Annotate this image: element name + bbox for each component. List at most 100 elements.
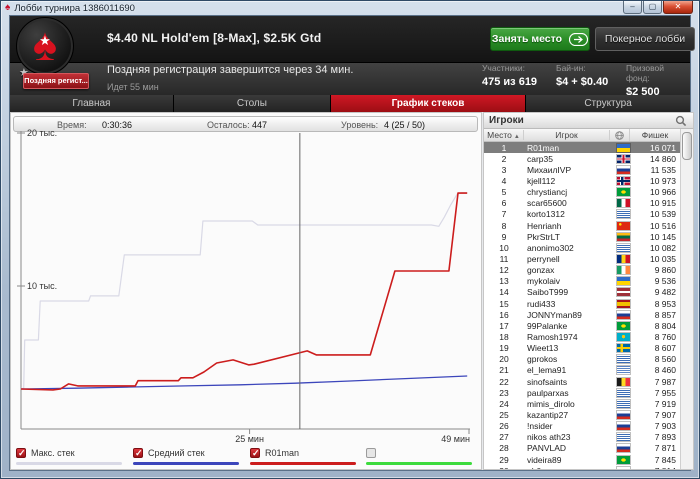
uruguay-flag-icon — [617, 366, 630, 375]
player-row[interactable]: 12 gonzax 9 860 — [484, 264, 680, 276]
player-place: 7 — [501, 209, 507, 220]
greece-flag-icon — [617, 243, 630, 252]
player-row[interactable]: 16 JONNYman89 8 857 — [484, 309, 680, 321]
player-name: mimis_dirolo — [527, 398, 575, 409]
player-name: carp35 — [527, 153, 553, 164]
player-place: 23 — [499, 387, 509, 398]
belgium-flag-icon — [617, 377, 630, 386]
stat-prize-pool: Призовой фонд: $2 500 — [626, 63, 690, 98]
graph-info-bar: Время: 0:30:36 Осталось: 447 Уровень: 4 … — [13, 116, 478, 132]
lobby-content: ♠ ★ ★ $4.40 NL Hold'em [8-Max], $2.5K Gt… — [9, 15, 695, 471]
player-chips: 7 893 — [654, 432, 676, 443]
legend-label: Средний стек — [148, 448, 205, 458]
player-row[interactable]: 29 videira89 7 845 — [484, 453, 680, 466]
player-name: sinofsaints — [527, 376, 568, 387]
player-row[interactable]: 10 anonimo302 10 082 — [484, 242, 680, 254]
player-chips: 7 955 — [654, 387, 676, 398]
legend-item-Макс. стек: Макс. стек — [16, 447, 126, 469]
player-row[interactable]: 13 mykolaiv 9 536 — [484, 275, 680, 287]
player-row[interactable]: 26 !nsider 7 903 — [484, 420, 680, 432]
player-row[interactable]: 27 nikos ath23 7 893 — [484, 431, 680, 443]
take-seat-button[interactable]: Занять место — [490, 27, 590, 51]
player-place: 20 — [499, 354, 509, 365]
checkbox-checked-icon[interactable] — [16, 448, 26, 459]
player-row[interactable]: 3 МихаилIVP 11 535 — [484, 164, 680, 176]
legend-line-swatch — [250, 462, 356, 465]
player-name: nikos ath23 — [527, 432, 571, 443]
player-row[interactable]: 1 R01man 16 071 — [484, 142, 680, 154]
checkbox-unchecked-icon[interactable] — [366, 448, 376, 458]
level-value: 4 (25 / 50) — [384, 120, 426, 130]
legend-label: R01man — [265, 448, 300, 458]
column-place[interactable]: Место ▲ — [484, 130, 524, 140]
minimize-button[interactable]: – — [623, 1, 642, 14]
player-row[interactable]: 19 Wieet13 8 607 — [484, 342, 680, 354]
poker-lobby-button[interactable]: Покерное лобби — [595, 27, 695, 51]
player-name: elr0s — [524, 466, 617, 469]
player-place: 6 — [501, 198, 507, 209]
column-country[interactable] — [610, 129, 630, 141]
title-bar[interactable]: ♠ Лобби турнира 1386011690 – ▢ ✕ — [1, 1, 699, 15]
maximize-button[interactable]: ▢ — [643, 1, 662, 14]
player-row[interactable]: 28 PANVLAD 7 871 — [484, 442, 680, 454]
player-row[interactable]: 4 kjell112 10 973 — [484, 175, 680, 187]
latvia-flag-icon — [617, 288, 630, 297]
player-row[interactable]: 15 rudi433 8 953 — [484, 297, 680, 310]
checkbox-checked-icon[interactable] — [250, 448, 260, 459]
player-row[interactable]: 14 SaiboT999 9 482 — [484, 286, 680, 298]
legend-item-unlabeled — [366, 447, 476, 469]
player-row[interactable]: 23 paulparxas 7 955 — [484, 387, 680, 399]
spain-flag-icon — [617, 299, 630, 308]
player-place: 18 — [499, 331, 509, 342]
russia-flag-icon — [617, 310, 630, 319]
player-row[interactable]: 20 gprokos 8 560 — [484, 353, 680, 365]
checkbox-checked-icon[interactable] — [133, 448, 143, 459]
player-place: 19 — [499, 343, 509, 354]
player-chips: 10 145 — [650, 231, 676, 242]
late-reg-ribbon: Поздняя регист... — [23, 73, 89, 89]
brazil-flag-icon — [617, 188, 630, 197]
player-row[interactable]: 17 99Palanke 8 804 — [484, 320, 680, 332]
player-row[interactable]: 6 scar65600 10 915 — [484, 197, 680, 209]
players-panel: Игроки Место ▲ Игрок Фишек 1 R01man 16 071 2… — [483, 112, 694, 470]
player-row[interactable]: 5 chrystiancj 10 966 — [484, 186, 680, 198]
players-rows: 1 R01man 16 071 2 carp35 14 860 3 МихаилIVP 11 5… — [484, 142, 680, 469]
legend-line-swatch — [366, 462, 472, 465]
player-row[interactable]: 2 carp35 14 860 — [484, 153, 680, 165]
player-row[interactable]: 18 Ramosh1974 8 760 — [484, 331, 680, 343]
lithuania-flag-icon — [617, 232, 630, 241]
time-label: Время: — [57, 120, 87, 130]
player-chips: 8 857 — [654, 309, 676, 320]
player-row[interactable]: 30elr0s 7 814 — [484, 465, 680, 469]
player-row[interactable]: 21 el_lema91 8 460 — [484, 364, 680, 376]
player-row[interactable]: 9 PkrStrLT 10 145 — [484, 231, 680, 243]
player-row[interactable]: 11 perrynell 10 035 — [484, 253, 680, 265]
player-chips: 7 871 — [654, 443, 676, 454]
column-chips[interactable]: Фишек — [641, 130, 669, 140]
player-row[interactable]: 25 kazantip27 7 907 — [484, 409, 680, 421]
player-row[interactable]: 24 mimis_dirolo 7 919 — [484, 398, 680, 410]
player-name: gonzax — [527, 265, 555, 276]
stat-label: Бай-ин: — [556, 63, 586, 73]
tab-stack-graph[interactable]: График стеков — [330, 95, 527, 112]
player-chips: 7 907 — [654, 409, 676, 420]
player-row[interactable]: 8 Henrianh 10 516 — [484, 219, 680, 232]
legend-label: Макс. стек — [31, 448, 75, 458]
close-button[interactable]: ✕ — [663, 1, 693, 14]
window-title: Лобби турнира 1386011690 — [14, 2, 135, 14]
player-name: kjell112 — [527, 175, 556, 186]
tab-main[interactable]: Главная — [10, 95, 174, 112]
player-row[interactable]: 22 sinofsaints 7 987 — [484, 375, 680, 388]
brazil-flag-icon — [617, 321, 630, 330]
player-row[interactable]: 7 korto1312 10 539 — [484, 208, 680, 220]
column-player[interactable]: Игрок — [524, 130, 610, 140]
player-name: SaiboT999 — [527, 287, 569, 298]
player-name: paulparxas — [527, 387, 569, 398]
player-chips: 7 919 — [654, 398, 676, 409]
player-chips: 14 860 — [650, 153, 676, 164]
players-scrollbar[interactable] — [680, 129, 693, 469]
tab-structure[interactable]: Структура — [526, 95, 690, 112]
tab-tables[interactable]: Столы — [173, 95, 331, 112]
scrollbar-thumb[interactable] — [682, 132, 692, 160]
search-icon[interactable] — [674, 114, 688, 127]
